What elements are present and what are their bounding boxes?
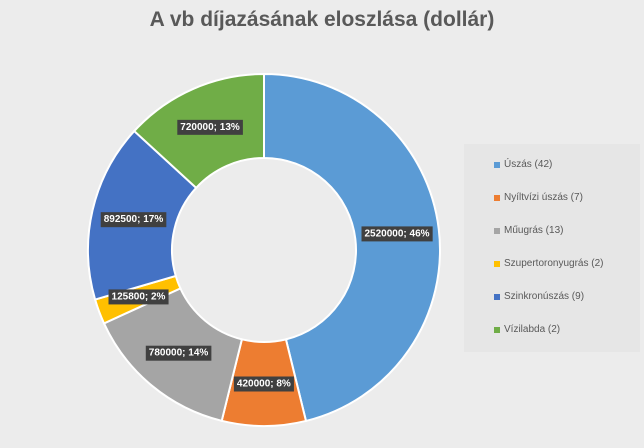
- legend-item-szinkronuszas-9: Szinkronúszás (9): [494, 280, 640, 313]
- chart-title: A vb díjazásának eloszlása (dollár): [149, 8, 495, 31]
- legend-label: Szupertoronyugrás (2): [504, 258, 604, 269]
- data-label-text: 720000; 13%: [180, 122, 240, 133]
- slice-uszas-42: [263, 72, 441, 423]
- legend-swatch: [494, 194, 500, 201]
- legend-label: Műugrás (13): [504, 225, 564, 236]
- data-label-text: 780000; 14%: [149, 348, 209, 359]
- legend: Úszás (42) Nyíltvízi úszás (7) Műugrás (13…: [464, 144, 640, 352]
- legend-item-muugras-13: Műugrás (13): [494, 214, 640, 247]
- legend-swatch: [494, 161, 500, 168]
- data-label-szupertoronyugras-2: 125800; 2%: [108, 289, 169, 305]
- data-label-szinkronuszas-9: 892500; 17%: [100, 212, 167, 228]
- legend-label: Vízilabda (2): [504, 324, 561, 335]
- data-label-uszas-42: 2520000; 46%: [361, 226, 433, 242]
- legend-label: Nyíltvízi úszás (7): [504, 192, 583, 203]
- data-label-muugras-13: 780000; 14%: [145, 345, 212, 361]
- legend-swatch: [494, 293, 500, 300]
- legend-item-uszas-42: Úszás (42): [494, 148, 640, 181]
- data-label-box: [100, 212, 167, 228]
- data-label-text: 420000; 8%: [237, 378, 291, 389]
- legend-item-szupertoronyugras-2: Szupertoronyugrás (2): [494, 247, 640, 280]
- legend-swatch: [494, 260, 500, 267]
- data-label-box: [177, 119, 243, 135]
- data-label-box: [145, 345, 212, 361]
- data-label-text: 125800; 2%: [112, 291, 166, 302]
- legend-swatch: [494, 326, 500, 333]
- data-label-nyiltvizi-uszas-7: 420000; 8%: [233, 376, 294, 392]
- data-label-text: 2520000; 46%: [364, 228, 429, 239]
- legend-swatch: [494, 227, 500, 234]
- data-label-box: [233, 376, 294, 392]
- data-label-text: 892500; 17%: [104, 214, 164, 225]
- legend-label: Szinkronúszás (9): [504, 291, 585, 302]
- legend-label: Úszás (42): [504, 159, 553, 170]
- data-label-vizilabda-2: 720000; 13%: [177, 119, 243, 135]
- legend-item-nyiltvizi-uszas-7: Nyíltvízi úszás (7): [494, 181, 640, 214]
- legend-item-vizilabda-2: Vízilabda (2): [494, 313, 640, 346]
- data-label-box: [361, 226, 433, 242]
- data-label-box: [108, 289, 169, 305]
